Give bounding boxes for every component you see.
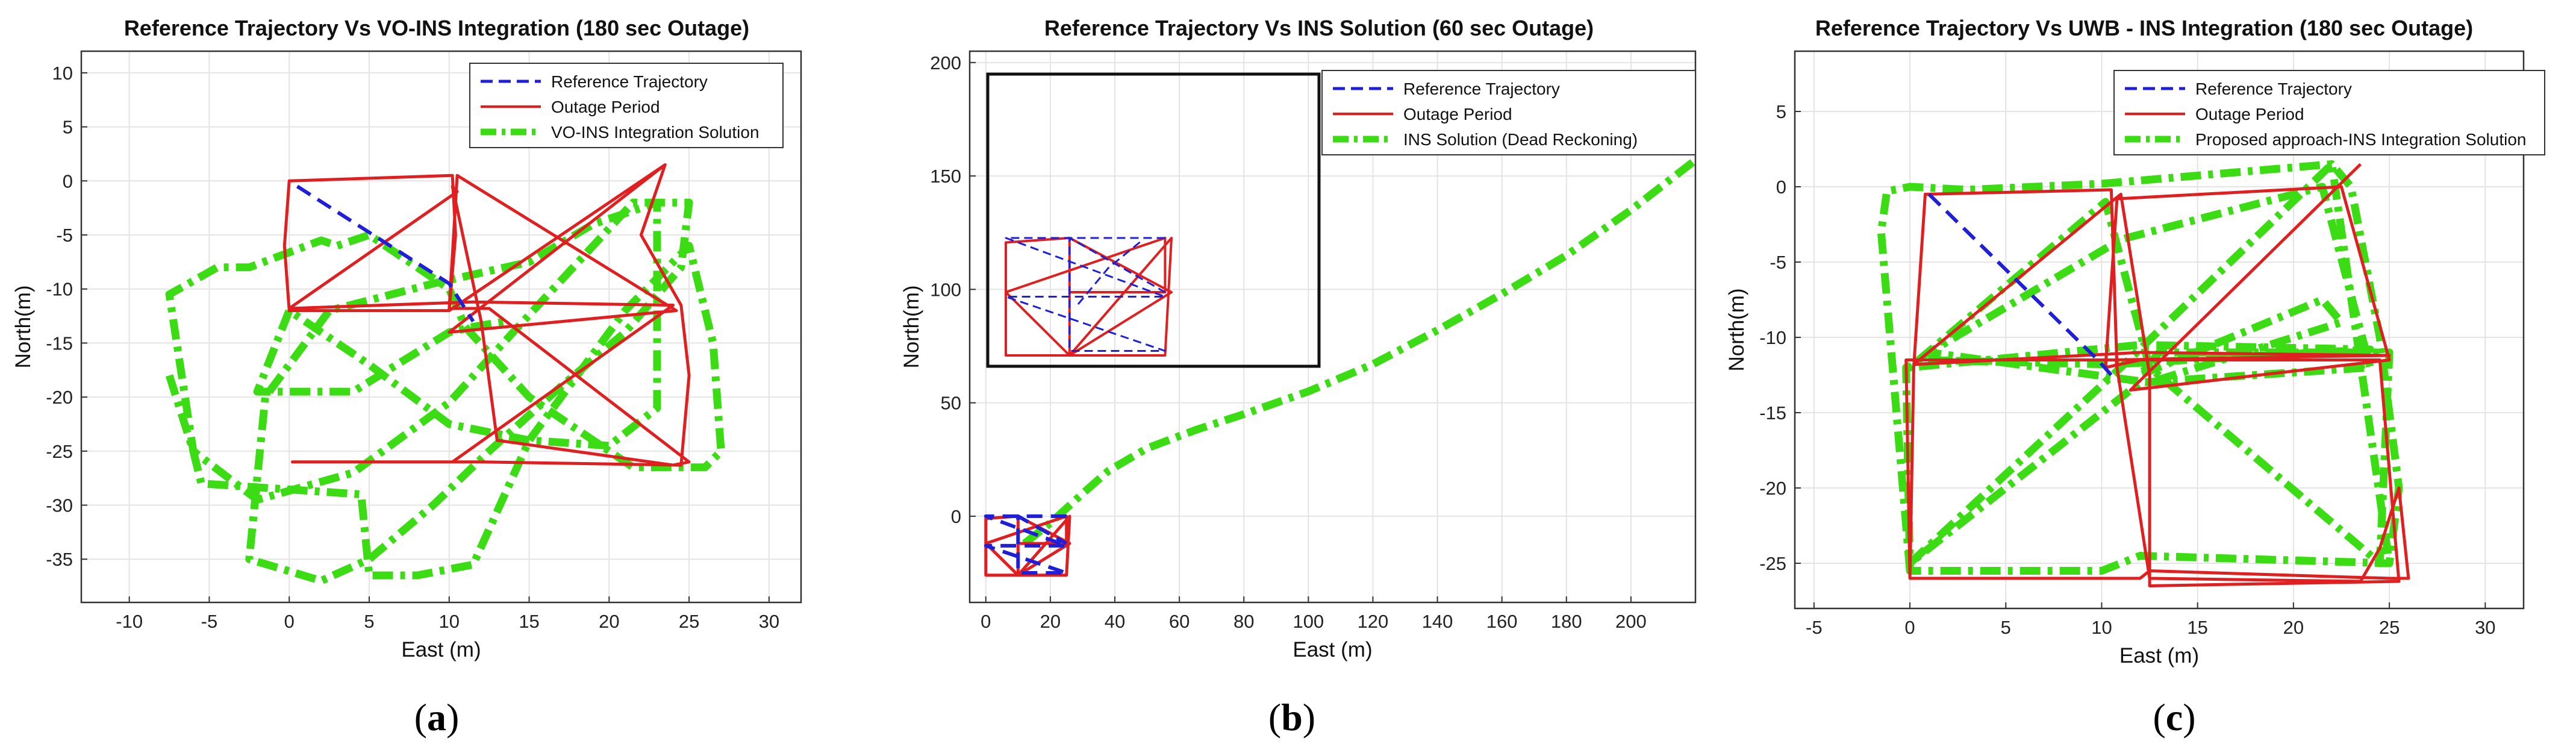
legend: Reference Trajectory Outage Period INS Sol… <box>1321 70 1696 155</box>
x-tick-label: 20 <box>599 611 619 632</box>
series-line-1 <box>1904 163 2410 587</box>
x-tick-label: 5 <box>364 611 374 632</box>
y-tick-label: -10 <box>46 279 73 300</box>
x-tick-label: 120 <box>1358 611 1389 632</box>
legend-entry: Reference Trajectory <box>551 72 708 91</box>
legend-entry: INS Solution (Dead Reckoning) <box>1403 130 1638 149</box>
series-line-0 <box>984 514 1068 575</box>
series-line-2 <box>165 198 725 585</box>
panel-b: 0 20 40 60 80 100 120 140 160 180 200 200 150 100 50 0 R… <box>900 16 1697 739</box>
y-axis-label: North(m) <box>1725 288 1748 371</box>
y-tick-label: 200 <box>930 52 961 73</box>
x-tick-label: 80 <box>1233 611 1254 632</box>
y-tick-label: -5 <box>1770 252 1786 273</box>
x-axis-label: East (m) <box>1293 638 1372 661</box>
y-tick-label: -25 <box>46 441 73 462</box>
chart-title: Reference Trajectory Vs UWB - INS Integr… <box>1815 16 2473 40</box>
x-tick-label: 0 <box>284 611 295 632</box>
x-tick-label: 10 <box>2091 617 2112 638</box>
y-tick-label: 100 <box>930 279 961 300</box>
x-tick-label: 20 <box>2283 617 2304 638</box>
axes-frame <box>80 50 802 604</box>
panel-caption: (c) <box>2153 696 2195 739</box>
legend-entry: Proposed approach-INS Integration Soluti… <box>2195 130 2526 149</box>
x-tick-label: 60 <box>1169 611 1190 632</box>
inset-reference-line <box>1005 237 1166 352</box>
x-tick-label: 0 <box>981 611 991 632</box>
x-tick-label: 20 <box>1040 611 1061 632</box>
chart-title: Reference Trajectory Vs INS Solution (60… <box>1044 16 1594 40</box>
x-tick-label: 25 <box>679 611 699 632</box>
x-tick-label: 10 <box>439 611 460 632</box>
y-tick-label: -5 <box>56 225 73 246</box>
x-tick-label: -10 <box>116 611 143 632</box>
series-line-2 <box>1021 157 1695 547</box>
y-tick-label: 0 <box>63 170 73 192</box>
x-tick-label: 30 <box>2475 617 2495 638</box>
x-axis-label: East (m) <box>2119 644 2199 667</box>
x-tick-label: 15 <box>519 611 539 632</box>
y-axis-label: North(m) <box>11 285 35 368</box>
x-tick-label: 0 <box>1904 617 1915 638</box>
y-tick-label: -15 <box>46 333 73 354</box>
x-tick-label: 5 <box>2001 617 2011 638</box>
inset-box <box>986 72 1321 368</box>
series-line-2 <box>1877 160 2403 575</box>
y-axis-label: North(m) <box>900 285 923 368</box>
panel-c: -5 0 5 10 15 20 25 30 5 0 -5 -10 -15 -20 -25 Reference … <box>1725 16 2545 739</box>
y-tick-label: 10 <box>52 63 73 84</box>
y-tick-label: 5 <box>1776 101 1786 122</box>
axes-frame <box>1794 50 2525 610</box>
legend: Reference Trajectory Outage Period VO-INS … <box>469 63 784 148</box>
y-tick-label: 5 <box>63 117 73 138</box>
legend-entry: VO-INS Integration Solution <box>551 123 759 142</box>
y-tick-label: -15 <box>1759 402 1786 424</box>
legend: Reference Trajectory Outage Period Propose… <box>2113 70 2545 155</box>
y-tick-label: -30 <box>46 495 73 516</box>
x-axis-label: East (m) <box>401 638 481 661</box>
series-line-0 <box>296 184 475 323</box>
y-tick-label: -10 <box>1759 327 1786 348</box>
x-tick-label: 160 <box>1486 611 1518 632</box>
legend-entry: Outage Period <box>2195 105 2304 123</box>
y-tick-label: 50 <box>941 393 961 414</box>
x-tick-label: 30 <box>759 611 779 632</box>
legend-entry: Reference Trajectory <box>1403 80 1560 98</box>
y-tick-label: -20 <box>46 387 73 408</box>
panel-caption: (b) <box>1268 696 1315 739</box>
series-line-0 <box>1927 193 2113 377</box>
x-tick-label: 180 <box>1551 611 1582 632</box>
series-line-1 <box>282 163 691 467</box>
x-tick-label: 15 <box>2187 617 2207 638</box>
legend-entry: Outage Period <box>1403 105 1512 123</box>
legend-entry: Reference Trajectory <box>2195 80 2352 98</box>
x-tick-label: 140 <box>1422 611 1453 632</box>
panel-caption: (a) <box>414 696 460 739</box>
x-tick-label: 40 <box>1105 611 1125 632</box>
x-tick-label: 100 <box>1293 611 1324 632</box>
x-tick-label: 200 <box>1615 611 1647 632</box>
chart-title: Reference Trajectory Vs VO-INS Integrati… <box>124 16 749 40</box>
axes-frame <box>968 50 1697 604</box>
series-group <box>984 157 1695 577</box>
series-group <box>165 163 725 585</box>
x-tick-label: -5 <box>201 611 218 632</box>
y-tick-label: -25 <box>1759 553 1786 574</box>
y-tick-label: 150 <box>930 166 961 187</box>
y-tick-label: -20 <box>1759 478 1786 499</box>
legend-entry: Outage Period <box>551 98 660 116</box>
y-tick-label: 0 <box>951 506 961 527</box>
inset-reference-line <box>1077 240 1142 305</box>
x-tick-label: 25 <box>2379 617 2400 638</box>
legend-box <box>2113 70 2545 155</box>
panel-a: -10 -5 0 5 10 15 20 25 30 10 5 0 -5 -10 -15 -20 -25 -30 -3… <box>11 16 802 739</box>
x-tick-label: -5 <box>1806 617 1823 638</box>
y-tick-label: 0 <box>1776 177 1786 198</box>
series-group <box>1877 160 2410 587</box>
y-tick-label: -35 <box>46 549 73 570</box>
